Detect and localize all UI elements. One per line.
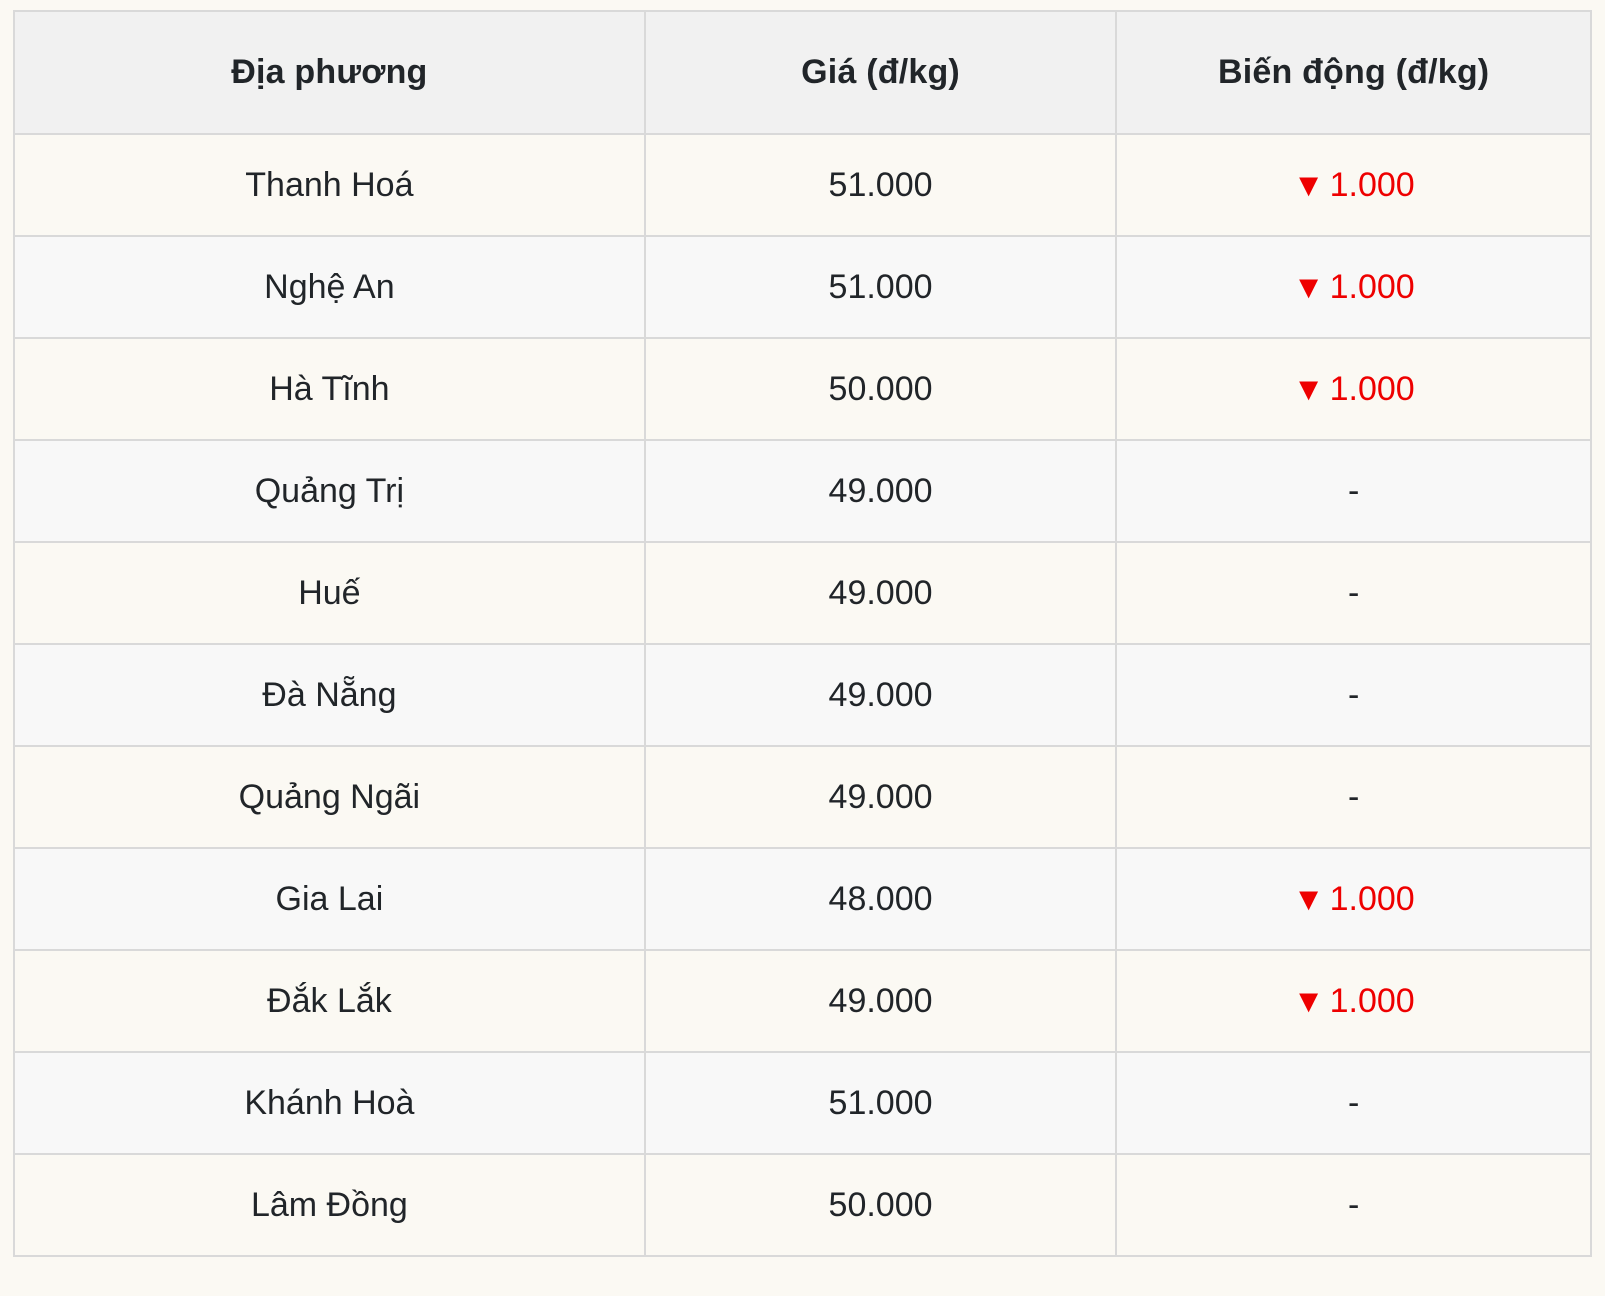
down-arrow-icon: ▼ <box>1292 880 1325 917</box>
change-cell: - <box>1115 745 1592 849</box>
table-row: Quảng Ngãi 49.000 - <box>13 745 1592 849</box>
change-cell: - <box>1115 439 1592 543</box>
table-row: Lâm Đồng 50.000 - <box>13 1153 1592 1257</box>
change-cell: ▼ 1.000 <box>1115 949 1592 1053</box>
down-arrow-icon: ▼ <box>1292 982 1325 1019</box>
table-row: Đắk Lắk 49.000 ▼ 1.000 <box>13 949 1592 1053</box>
change-value: - <box>1347 777 1360 816</box>
table-row: Đà Nẵng 49.000 - <box>13 643 1592 747</box>
change-cell: ▼ 1.000 <box>1115 235 1592 339</box>
column-header-price: Giá (đ/kg) <box>643 10 1118 135</box>
table-row: Thanh Hoá 51.000 ▼ 1.000 <box>13 133 1592 237</box>
price-cell: 49.000 <box>643 949 1118 1053</box>
location-cell: Gia Lai <box>13 847 646 951</box>
header-row: Địa phương Giá (đ/kg) Biến động (đ/kg) <box>13 10 1592 135</box>
change-cell: ▼ 1.000 <box>1115 337 1592 441</box>
down-arrow-icon: ▼ <box>1292 370 1325 407</box>
location-cell: Thanh Hoá <box>13 133 646 237</box>
change-value: 1.000 <box>1329 267 1415 306</box>
price-cell: 51.000 <box>643 235 1118 339</box>
change-cell: - <box>1115 1051 1592 1155</box>
change-value: 1.000 <box>1329 879 1415 918</box>
change-value: - <box>1347 675 1360 714</box>
table-row: Hà Tĩnh 50.000 ▼ 1.000 <box>13 337 1592 441</box>
location-cell: Nghệ An <box>13 235 646 339</box>
change-value: 1.000 <box>1329 981 1415 1020</box>
price-cell: 48.000 <box>643 847 1118 951</box>
column-header-location: Địa phương <box>13 10 646 135</box>
down-arrow-icon: ▼ <box>1292 268 1325 305</box>
price-table: Địa phương Giá (đ/kg) Biến động (đ/kg) T… <box>13 10 1592 1257</box>
price-cell: 49.000 <box>643 541 1118 645</box>
price-cell: 49.000 <box>643 643 1118 747</box>
location-cell: Huế <box>13 541 646 645</box>
change-cell: - <box>1115 541 1592 645</box>
price-cell: 49.000 <box>643 745 1118 849</box>
location-cell: Đắk Lắk <box>13 949 646 1053</box>
table-row: Huế 49.000 - <box>13 541 1592 645</box>
table-row: Khánh Hoà 51.000 - <box>13 1051 1592 1155</box>
change-cell: ▼ 1.000 <box>1115 847 1592 951</box>
price-table-container: Địa phương Giá (đ/kg) Biến động (đ/kg) T… <box>13 10 1592 1257</box>
table-row: Nghệ An 51.000 ▼ 1.000 <box>13 235 1592 339</box>
price-cell: 51.000 <box>643 1051 1118 1155</box>
table-row: Gia Lai 48.000 ▼ 1.000 <box>13 847 1592 951</box>
column-header-change: Biến động (đ/kg) <box>1115 10 1592 135</box>
change-value: - <box>1347 1185 1360 1224</box>
change-cell: ▼ 1.000 <box>1115 133 1592 237</box>
down-arrow-icon: ▼ <box>1292 166 1325 203</box>
location-cell: Khánh Hoà <box>13 1051 646 1155</box>
location-cell: Lâm Đồng <box>13 1153 646 1257</box>
change-value: 1.000 <box>1329 369 1415 408</box>
price-cell: 50.000 <box>643 1153 1118 1257</box>
change-value: - <box>1347 1083 1360 1122</box>
location-cell: Quảng Trị <box>13 439 646 543</box>
location-cell: Quảng Ngãi <box>13 745 646 849</box>
change-cell: - <box>1115 643 1592 747</box>
price-cell: 50.000 <box>643 337 1118 441</box>
price-cell: 51.000 <box>643 133 1118 237</box>
price-cell: 49.000 <box>643 439 1118 543</box>
location-cell: Hà Tĩnh <box>13 337 646 441</box>
change-value: - <box>1347 471 1360 510</box>
change-cell: - <box>1115 1153 1592 1257</box>
change-value: 1.000 <box>1329 165 1415 204</box>
location-cell: Đà Nẵng <box>13 643 646 747</box>
change-value: - <box>1347 573 1360 612</box>
table-row: Quảng Trị 49.000 - <box>13 439 1592 543</box>
